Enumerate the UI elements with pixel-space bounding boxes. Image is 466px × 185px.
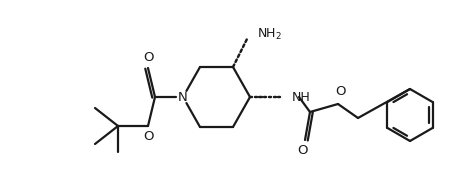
Text: O: O	[298, 144, 308, 157]
Text: O: O	[143, 51, 153, 64]
Text: N: N	[178, 90, 188, 103]
Text: O: O	[143, 130, 153, 143]
Text: O: O	[335, 85, 345, 98]
Text: NH: NH	[292, 90, 311, 103]
Text: NH$_2$: NH$_2$	[257, 26, 282, 42]
